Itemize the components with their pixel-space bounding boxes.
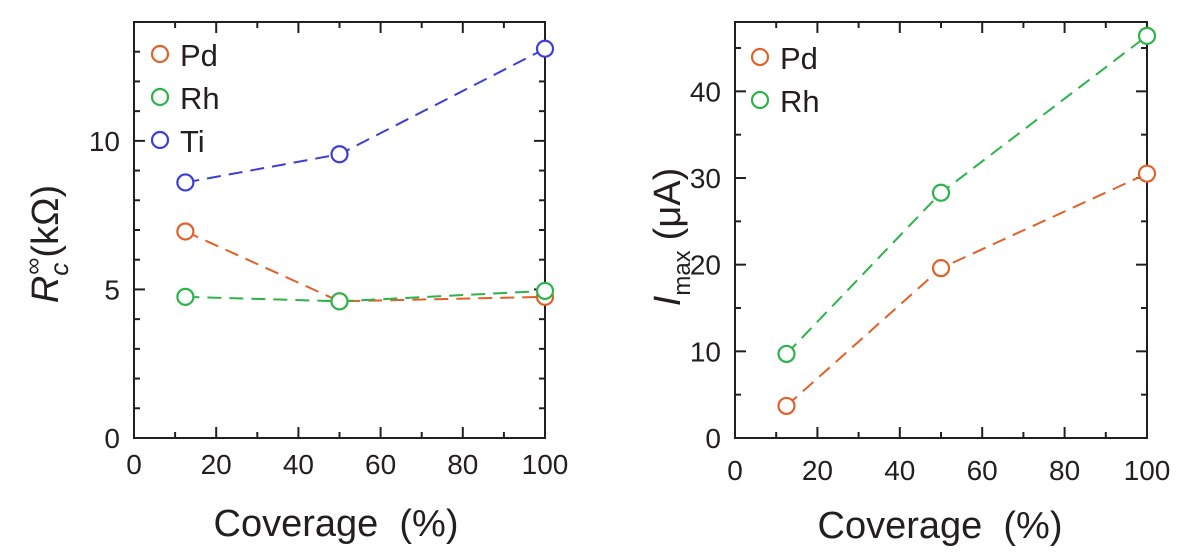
rc-series-pd-point xyxy=(176,222,195,241)
imax-y-title-subscript: max xyxy=(669,250,696,295)
imax-y-tick-label: 10 xyxy=(690,336,721,367)
imax-x-tick-label: 0 xyxy=(727,455,743,486)
rc-series-rh-point xyxy=(176,287,195,306)
rc-legend-rh-label: Rh xyxy=(180,81,220,116)
rc-legend-ti: Ti xyxy=(150,124,205,159)
imax-legend-rh: Rh xyxy=(750,84,820,119)
imax-legend-pd-label: Pd xyxy=(780,41,818,76)
imax-series-pd-line xyxy=(785,172,1148,407)
rc-series-ti-line xyxy=(185,47,546,184)
rc-x-tick-label: 40 xyxy=(283,449,314,480)
rc-x-axis-title: Coverage (%) xyxy=(214,503,459,545)
rc-y-tick-label: 0 xyxy=(104,423,120,454)
rc-series-rh-point xyxy=(535,281,555,301)
rc-series-pd xyxy=(176,222,555,311)
rc-legend-rh: Rh xyxy=(150,81,220,116)
imax-y-tick-label: 20 xyxy=(690,250,721,281)
svg-text:Imax(μA): Imax (μA) xyxy=(647,168,696,306)
rc-x-tick-label: 60 xyxy=(365,449,396,480)
rc-y-title-superscript: ∞ xyxy=(20,258,47,275)
imax-y-tick-label: 40 xyxy=(690,76,721,107)
rc-y-tick-label: 5 xyxy=(104,274,120,305)
rc-legend-ti-marker xyxy=(150,130,170,150)
imax-x-tick-label: 80 xyxy=(1049,455,1080,486)
imax-chart-panel: Imax (μA) Coverage (%) 0 20 40 60 80 100 0 10 20 3… xyxy=(647,21,1171,547)
imax-x-tick-label: 100 xyxy=(1124,455,1171,486)
rc-series-rh-line xyxy=(185,289,546,303)
imax-series-rh-line xyxy=(785,35,1148,355)
imax-legend-rh-label: Rh xyxy=(780,84,820,119)
rc-series-pd-line xyxy=(184,230,546,303)
rc-chart-panel: Rc∞(kΩ) Coverage (%) 0 20 40 60 80 100 0 5 10 Pd R… xyxy=(20,21,569,545)
imax-series-rh xyxy=(777,26,1157,364)
imax-series-pd-point xyxy=(1137,164,1157,183)
imax-y-title-symbol: I xyxy=(647,295,689,306)
rc-y-tick-label: 10 xyxy=(89,126,120,157)
imax-series-rh-point xyxy=(777,344,796,364)
imax-x-tick-label: 60 xyxy=(967,455,998,486)
rc-y-title-subscript: c xyxy=(44,263,74,276)
imax-legend-pd: Pd xyxy=(750,41,818,76)
rc-x-tick-label: 100 xyxy=(522,449,569,480)
rc-y-title-unit: (kΩ) xyxy=(25,185,67,258)
rc-series-ti-point xyxy=(535,39,555,58)
imax-x-tick-label: 40 xyxy=(884,455,915,486)
imax-series-rh-point xyxy=(931,183,951,202)
imax-legend-pd-marker xyxy=(750,47,770,67)
rc-legend-rh-marker xyxy=(150,87,170,107)
imax-x-tick-label: 20 xyxy=(802,455,833,486)
imax-series-pd-point xyxy=(777,396,796,416)
imax-y-tick-label: 30 xyxy=(690,163,721,194)
imax-series-rh-point xyxy=(1137,26,1157,45)
imax-y-axis-title: Imax (μA) xyxy=(647,168,696,306)
imax-series-pd xyxy=(777,164,1157,416)
svg-text:Rc∞(kΩ): Rc∞(kΩ) xyxy=(20,185,74,303)
imax-x-axis-title: Coverage (%) xyxy=(818,505,1063,547)
rc-legend-ti-label: Ti xyxy=(180,124,205,159)
rc-legend-pd-marker xyxy=(150,44,170,64)
rc-series-rh xyxy=(176,281,555,311)
imax-series-pd-point xyxy=(931,259,951,278)
rc-x-tick-label: 0 xyxy=(126,449,142,480)
imax-y-tick-label: 0 xyxy=(705,423,721,454)
rc-series-ti-point xyxy=(176,173,195,192)
rc-y-title-symbol: R xyxy=(25,276,67,303)
imax-y-title-unit: (μA) xyxy=(647,168,689,241)
rc-series-ti xyxy=(176,39,555,192)
rc-x-tick-label: 80 xyxy=(447,449,478,480)
rc-y-axis-title: Rc∞(kΩ) xyxy=(20,185,74,303)
rc-legend-pd: Pd xyxy=(150,38,218,73)
rc-legend-pd-label: Pd xyxy=(180,38,218,73)
rc-series-rh-point xyxy=(330,292,349,311)
imax-legend-rh-marker xyxy=(750,90,770,110)
rc-x-tick-label: 20 xyxy=(201,449,232,480)
rc-series-ti-point xyxy=(330,145,349,164)
